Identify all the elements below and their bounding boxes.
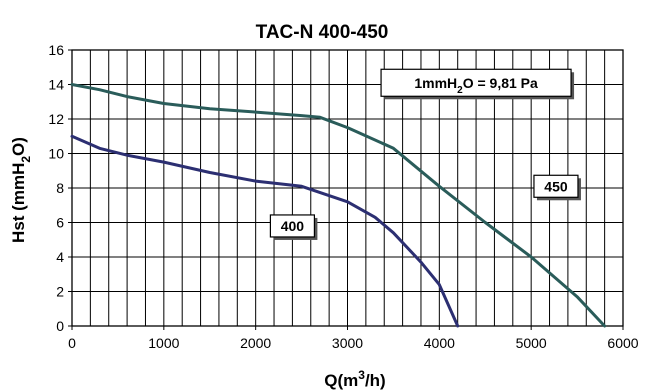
annotation-text-tail: O = 9,81 Pa	[463, 75, 538, 91]
x-tick-label: 3000	[332, 335, 363, 351]
y-tick-label: 4	[56, 249, 64, 265]
annotations: 1mmH2O = 9,81 Pa 450 400	[269, 68, 581, 240]
y-tick-label: 0	[56, 318, 64, 334]
annotation-text: 450	[544, 178, 568, 194]
y-axis-label-tail: O)	[9, 137, 28, 156]
x-tick-label: 0	[68, 335, 76, 351]
annotation-box	[533, 174, 579, 198]
annotation-label: 1mmH2O = 9,81 Pa	[380, 68, 575, 100]
annotation-label: 450	[533, 174, 581, 201]
y-tick-label: 16	[48, 42, 64, 58]
y-axis-label-sub: 2	[19, 156, 33, 163]
x-axis-label-main: Q(m	[324, 371, 358, 390]
x-tick-label: 5000	[516, 335, 547, 351]
annotation-text: 1mmH2O = 9,81 Pa	[414, 75, 538, 96]
series-lines	[70, 83, 607, 328]
x-axis-label: Q(m3/h)	[324, 368, 385, 390]
series-line-400	[70, 134, 460, 328]
annotation-text: 400	[281, 218, 305, 234]
x-tick-label: 1000	[148, 335, 179, 351]
y-axis-ticks: 0 2 4 6 8 10 12 14 16	[48, 42, 72, 334]
x-tick-label: 4000	[424, 335, 455, 351]
y-axis-label-main: Hst (mmH	[9, 163, 28, 243]
y-tick-label: 12	[48, 111, 64, 127]
annotation-text-main: 1mmH	[414, 75, 457, 91]
annotation-box	[269, 214, 315, 238]
y-tick-label: 14	[48, 77, 64, 93]
chart-title: TAC-N 400-450	[256, 22, 389, 43]
series-line-450	[70, 83, 607, 328]
annotation-text-sub: 2	[457, 85, 463, 96]
x-axis-label-tail: /h)	[365, 371, 386, 390]
annotation-label: 400	[269, 214, 318, 240]
y-axis-label: Hst (mmH2O)	[9, 137, 33, 243]
x-tick-label: 6000	[607, 335, 638, 351]
x-axis-label-sup: 3	[358, 368, 365, 382]
y-tick-label: 2	[56, 284, 64, 300]
x-tick-label: 2000	[240, 335, 271, 351]
y-tick-label: 10	[48, 146, 64, 162]
y-tick-label: 8	[56, 180, 64, 196]
y-tick-label: 6	[56, 215, 64, 231]
annotation-box	[380, 68, 572, 97]
x-axis-ticks: 0 1000 2000 3000 4000 5000 6000	[68, 326, 639, 351]
